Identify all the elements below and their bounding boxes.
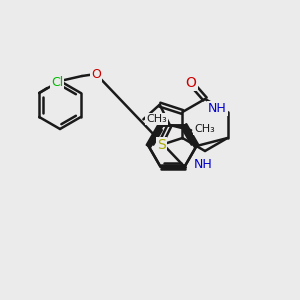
Text: NH: NH	[194, 158, 212, 172]
Text: S: S	[158, 138, 166, 152]
Text: Cl: Cl	[51, 76, 63, 88]
Text: CH₃: CH₃	[146, 114, 167, 124]
Text: NH: NH	[208, 101, 227, 115]
Text: O: O	[186, 76, 196, 90]
Text: CH₃: CH₃	[194, 124, 215, 134]
Text: O: O	[91, 68, 101, 80]
